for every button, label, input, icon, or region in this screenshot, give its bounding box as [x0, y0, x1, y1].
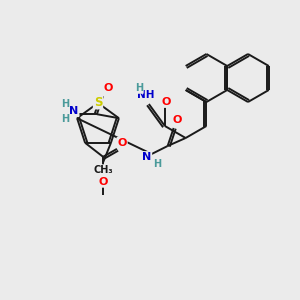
Text: N: N — [69, 106, 79, 116]
Text: S: S — [94, 95, 102, 109]
Text: H: H — [61, 114, 69, 124]
Text: O: O — [98, 177, 108, 187]
Text: O: O — [161, 97, 170, 107]
Text: H: H — [61, 99, 69, 109]
Text: CH₃: CH₃ — [93, 165, 113, 175]
Text: O: O — [103, 83, 112, 93]
Text: NH: NH — [137, 90, 154, 100]
Text: O: O — [117, 138, 127, 148]
Text: O: O — [173, 115, 182, 125]
Text: H: H — [135, 83, 143, 93]
Text: H: H — [154, 159, 162, 169]
Text: N: N — [142, 152, 151, 162]
